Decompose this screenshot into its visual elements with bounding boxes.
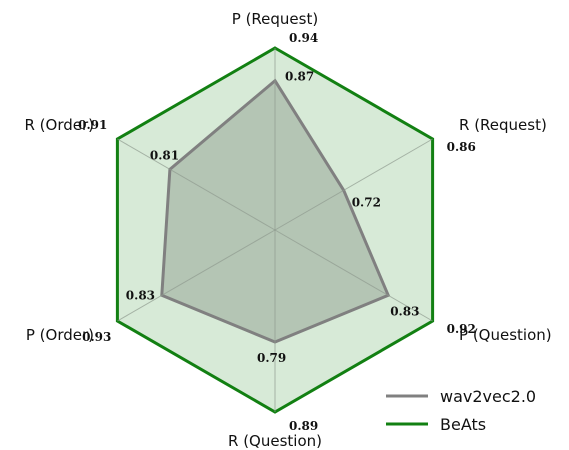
value-label-beats-p-question: 0.92	[447, 322, 476, 336]
spoke-overlay-p-order	[117, 229, 276, 322]
value-label-beats-r-question: 0.89	[289, 419, 318, 433]
value-label-beats-p-request: 0.94	[289, 31, 318, 45]
value-label-wav2vec2-p-question: 0.83	[390, 304, 419, 318]
axis-label-p-order: P (Order)	[26, 326, 94, 344]
radar-series	[115, 46, 435, 414]
value-label-wav2vec2-p-order: 0.83	[126, 288, 155, 302]
axis-label-r-request: R (Request)	[459, 116, 547, 134]
value-label-beats-p-order: 0.93	[82, 330, 111, 344]
value-label-wav2vec2-r-question: 0.79	[257, 351, 286, 365]
spoke-overlay-r-request	[274, 138, 433, 231]
value-label-wav2vec2-r-order: 0.81	[150, 148, 179, 162]
value-label-beats-r-order: 0.91	[78, 118, 107, 132]
legend: wav2vec2.0 BeAts	[386, 387, 536, 434]
spoke-overlay-p-question	[274, 229, 433, 322]
legend-label-wav2vec2: wav2vec2.0	[440, 387, 536, 406]
value-label-beats-r-request: 0.86	[447, 140, 476, 154]
axis-labels: P (Request) R (Request) P (Question) R (Que…	[24, 10, 551, 450]
value-label-wav2vec2-p-request: 0.87	[285, 70, 314, 84]
axis-label-p-question: P (Question)	[459, 326, 552, 344]
axis-label-p-request: P (Request)	[232, 10, 318, 28]
value-label-wav2vec2-r-request: 0.72	[352, 195, 381, 209]
axis-label-r-order: R (Order)	[24, 116, 94, 134]
legend-label-beats: BeAts	[440, 415, 486, 434]
value-labels: 0.94 0.86 0.92 0.89 0.93 0.91 0.87 0.72 0.83 0.79…	[78, 31, 476, 433]
spoke-overlay-r-order	[117, 138, 276, 231]
axis-label-r-question: R (Question)	[228, 432, 322, 450]
